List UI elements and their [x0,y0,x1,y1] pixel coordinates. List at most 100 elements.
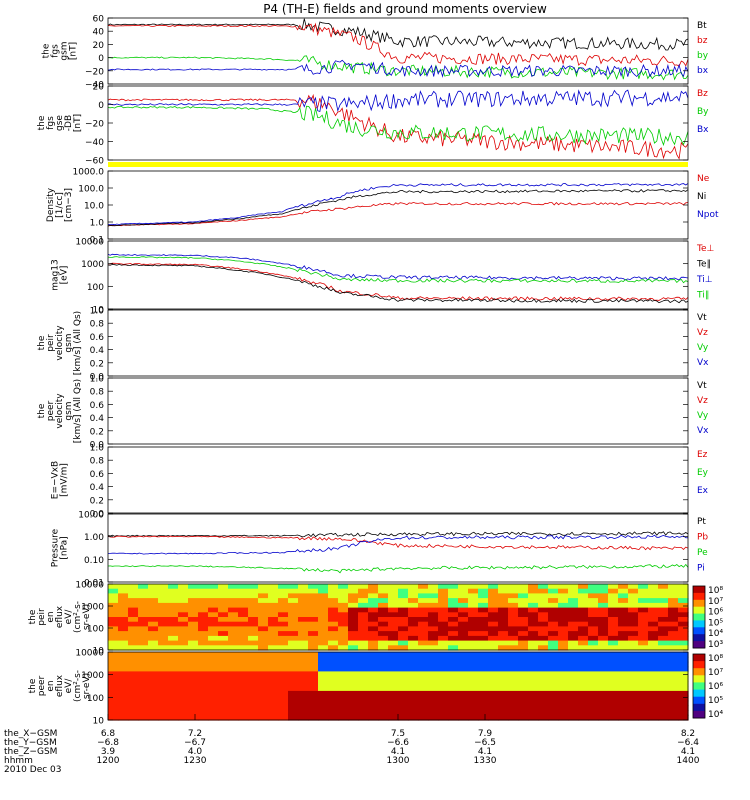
peer_spectrogram-cell [108,671,119,677]
peir_spectrogram-cell [668,584,679,590]
velocity_gsm-legend-vz: Vz [697,328,708,338]
peer_spectrogram-cell [618,661,629,668]
peer_spectrogram-cell [558,686,569,692]
peir_spectrogram-cell [218,635,229,642]
peer_spectrogram-cell [258,656,269,663]
peer_spectrogram-cell [528,710,539,716]
peir_spectrogram-cell [568,607,579,613]
peer_spectrogram-cell [638,686,649,692]
peir_spectrogram-cell [458,631,469,637]
axis-tick-t: 1400 [677,756,700,766]
peer_spectrogram-cell [318,671,329,677]
peir_spectrogram-cell [598,626,609,632]
peer_spectrogram-cell [198,700,209,707]
peer_spectrogram-cell [548,652,559,658]
peer_spectrogram-cell [328,656,339,663]
peer_spectrogram-cell [188,700,199,707]
peer_spectrogram-cell [488,671,499,677]
peer_spectrogram-cell [128,705,139,711]
peer_spectrogram-cell [648,666,659,673]
peer_spectrogram-cell [278,652,289,658]
density-y-tick-label: 1.0 [90,219,105,229]
peer_spectrogram-cell [398,661,409,668]
peir_spectrogram-cell [368,645,379,651]
peir_spectrogram-cell [608,626,619,632]
peir_spectrogram-cell [658,593,669,599]
peir_spectrogram-cell [508,617,519,623]
peir_spectrogram-cell [268,602,279,609]
peer_spectrogram-cell [168,700,179,707]
peir_spectrogram-cell [388,645,399,651]
peer_spectrogram-cell [548,686,559,692]
peer_spectrogram-cell [638,715,649,721]
peer_spectrogram-cell [578,700,589,707]
peer_spectrogram-cell [608,715,619,721]
peir_spectrogram-cell [138,631,149,637]
peer_spectrogram-cell [268,695,279,702]
peir_spectrogram-cell [328,640,339,646]
peer_spectrogram-cell [148,705,159,711]
peir_spectrogram-cell [198,602,209,609]
peir_spectrogram-cell [658,645,669,651]
peir_spectrogram-cell [278,621,289,627]
peer_spectrogram-y-tick-label: 1000 [81,671,104,681]
peer_spectrogram-cell [628,666,639,673]
peir_spectrogram-cell [388,602,399,609]
peir_spectrogram-cell [538,635,549,642]
peer_spectrogram-cell [168,710,179,716]
peir_spectrogram-cell [368,635,379,642]
density-y-tick-label: 10.0 [84,202,104,212]
peer_spectrogram-cell [458,700,469,707]
peer_spectrogram-cell [588,676,599,682]
peer_spectrogram-cell [218,676,229,682]
peir_spectrogram-cell [368,621,379,627]
peer_spectrogram-cell [578,695,589,702]
peir_spectrogram-cell [118,607,129,613]
peer_spectrogram-cell [198,676,209,682]
peir_spectrogram-cell [638,588,649,594]
peir_spectrogram-cell [198,617,209,623]
fgs_gsm-y-tick-label: −40 [85,81,104,91]
temperature-legend-ti∥: Ti∥ [696,291,709,301]
peir_spectrogram-cell [318,598,329,604]
peer_spectrogram-cell [578,671,589,677]
peir_spectrogram-cell [248,640,259,646]
pressure-series-pi [108,534,689,555]
peer_spectrogram-cell [298,661,309,668]
peer_spectrogram-cell [568,656,579,663]
fgs_gsm-series-by [108,55,689,81]
peer_spectrogram-cell [538,705,549,711]
peer_spectrogram-cell [598,676,609,682]
peer_spectrogram-cell [108,652,119,658]
velocity_gse-y-axis-label: gsm [64,401,74,420]
peer_spectrogram-cell [218,700,229,707]
peer_spectrogram-cell [248,690,259,697]
peir_spectrogram-cell [148,635,159,642]
peir_spectrogram-cell [278,593,289,599]
peer_spectrogram-cell [588,661,599,668]
peer_spectrogram-cell [278,681,289,687]
temperature-series-ti⊥ [107,253,689,281]
peer_spectrogram-cell [678,652,689,658]
peir_spectrogram-cell [448,598,459,604]
peer_spectrogram-cell [178,690,189,697]
velocity_gse-y-tick-label: 0.0 [90,441,105,451]
peer_spectrogram-cell [238,656,249,663]
peir_spectrogram-cell [528,612,539,618]
peer_spectrogram-cell [488,676,499,682]
peer_spectrogram-colorbar-segment [693,703,705,712]
peir_spectrogram-cell [358,612,369,618]
peir_spectrogram-cell [138,645,149,651]
peer_spectrogram-cell [118,656,129,663]
peir_spectrogram-cell [278,635,289,642]
peir_spectrogram-cell [138,584,149,590]
peer_spectrogram-cell [618,690,629,697]
fgs_gsm-y-axis-label: [nT] [69,42,79,60]
temperature-y-axis-label: mag13 [51,259,61,290]
peer_spectrogram-cell [258,666,269,673]
peer_spectrogram-cell [418,652,429,658]
peer_spectrogram-cell [318,690,329,697]
peer_spectrogram-cell [288,690,299,697]
peir_spectrogram-cell [498,635,509,642]
peir_spectrogram-cell [158,617,169,623]
